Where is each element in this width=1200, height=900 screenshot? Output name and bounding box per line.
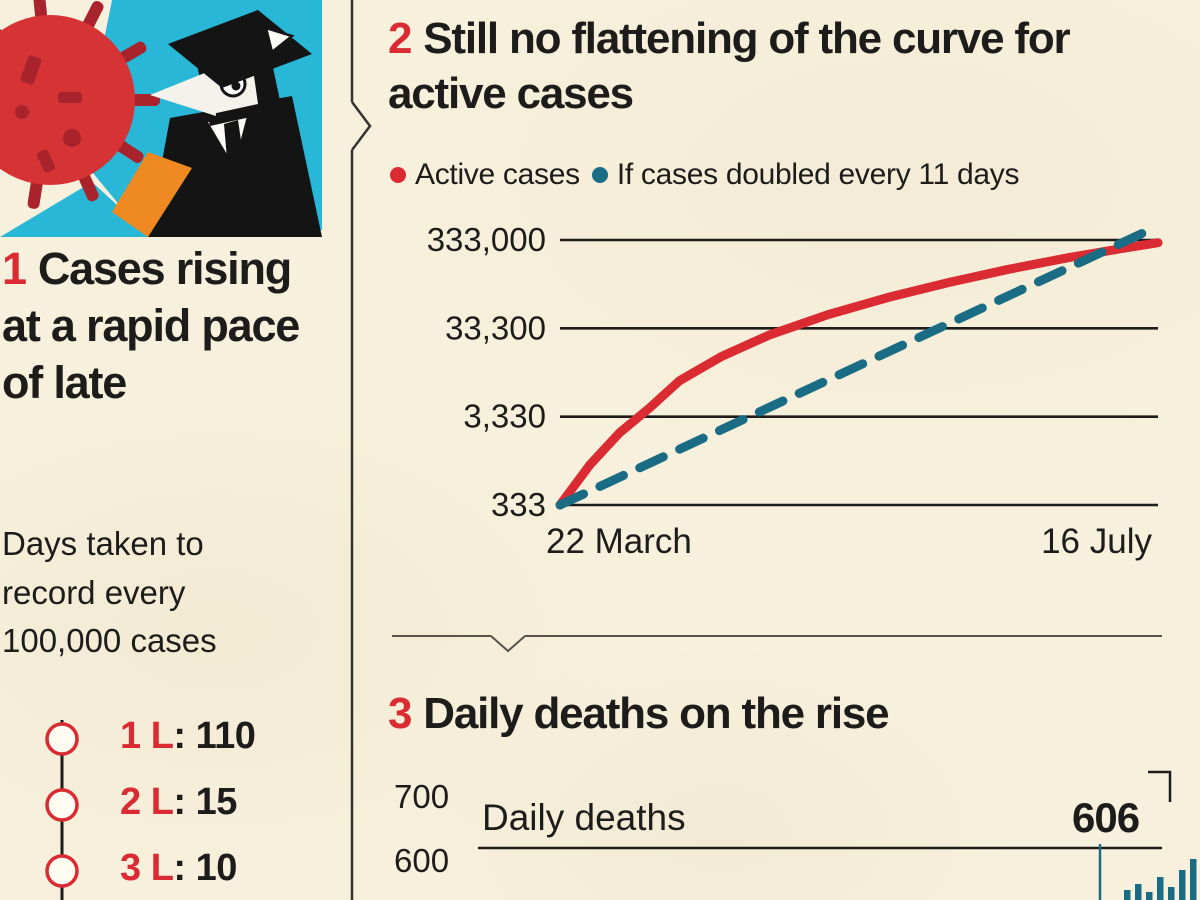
y-tick-label: 333 — [491, 486, 546, 523]
timeline-separator: : — [173, 847, 196, 889]
deaths-y-tick-700: 700 — [394, 778, 450, 815]
timeline-row: 1 L: 110 — [120, 715, 256, 758]
deaths-bar — [1146, 892, 1153, 900]
x-axis-end-label: 16 July — [1041, 522, 1152, 561]
timeline-row: 3 L: 10 — [120, 847, 237, 890]
column-divider — [350, 0, 372, 900]
deaths-bar — [1179, 870, 1186, 900]
panel2-title: 2 Still no flattening of the curve for ac… — [388, 12, 1160, 121]
panel3-title-text: Daily deaths on the rise — [423, 689, 889, 738]
y-tick-label: 3,330 — [463, 398, 546, 435]
timeline-value: 10 — [195, 847, 238, 889]
panel1-title-text: Cases rising at a rapid pace of late — [2, 243, 300, 409]
arrow-icon — [264, 26, 295, 55]
deaths-bar — [1157, 877, 1164, 900]
axis-corner-bracket — [1148, 770, 1172, 802]
legend-dot-icon — [591, 167, 608, 183]
panel3-number: 3 — [388, 689, 412, 738]
legend-label: Active cases — [415, 158, 580, 191]
legend-item-active-cases: Active cases — [390, 158, 580, 192]
timeline-value: 110 — [195, 715, 256, 757]
panel1-title: 1 Cases rising at a rapid pace of late — [2, 240, 326, 411]
legend-label: If cases doubled every 11 days — [616, 158, 1020, 191]
deaths-latest-value: 606 — [1072, 794, 1140, 841]
virus-icon — [0, 0, 160, 209]
orange-arm — [112, 152, 192, 237]
cap — [168, 10, 312, 88]
deaths-bar — [1190, 859, 1197, 900]
panel1-subtitle: Days taken to record every 100,000 cases — [2, 525, 217, 659]
deaths-bar — [1135, 884, 1142, 900]
timeline-separator: : — [173, 781, 196, 823]
beak — [150, 70, 216, 116]
y-tick-label: 33,300 — [445, 309, 546, 346]
panel1-number: 1 — [2, 243, 27, 294]
timeline-label: 3 L — [120, 847, 174, 889]
timeline-node-icon — [45, 788, 79, 822]
panel2-number: 2 — [388, 14, 412, 63]
daily-deaths-mini — [478, 770, 1197, 900]
timeline-track — [45, 720, 79, 900]
hero-illustration — [0, 0, 322, 237]
chevron-right-icon — [351, 101, 372, 151]
series-if-cases-doubled-every-11-days — [555, 221, 1163, 510]
active-cases-chart: 333 3,330 33,300 333,000 — [427, 221, 1163, 523]
x-axis-start-label: 22 March — [546, 522, 692, 561]
timeline-label: 1 L — [120, 715, 174, 757]
chart-legend: Active cases If cases doubled every 11 d… — [390, 158, 1019, 192]
deaths-bar — [1124, 890, 1131, 900]
timeline-separator: : — [173, 715, 196, 757]
y-tick-label: 333,000 — [427, 221, 546, 258]
panel2-title-text: Still no flattening of the curve for act… — [388, 14, 1071, 118]
series-active-cases — [555, 238, 1163, 510]
section-divider — [392, 635, 1162, 653]
deaths-bar — [1168, 887, 1175, 900]
person-icon — [112, 10, 322, 237]
deaths-y-tick-600: 600 — [394, 842, 450, 879]
timeline-label: 2 L — [120, 781, 174, 823]
legend-dot-icon — [390, 167, 406, 183]
timeline-node-icon — [45, 854, 79, 888]
panel3-title: 3 Daily deaths on the rise — [388, 688, 1178, 741]
chevron-down-icon — [490, 635, 526, 653]
legend-item-doubling: If cases doubled every 11 days — [591, 158, 1020, 192]
deaths-series-label: Daily deaths — [482, 797, 686, 838]
timeline-value: 15 — [195, 781, 238, 823]
timeline-row: 2 L: 15 — [120, 781, 237, 824]
timeline-node-icon — [45, 722, 79, 756]
